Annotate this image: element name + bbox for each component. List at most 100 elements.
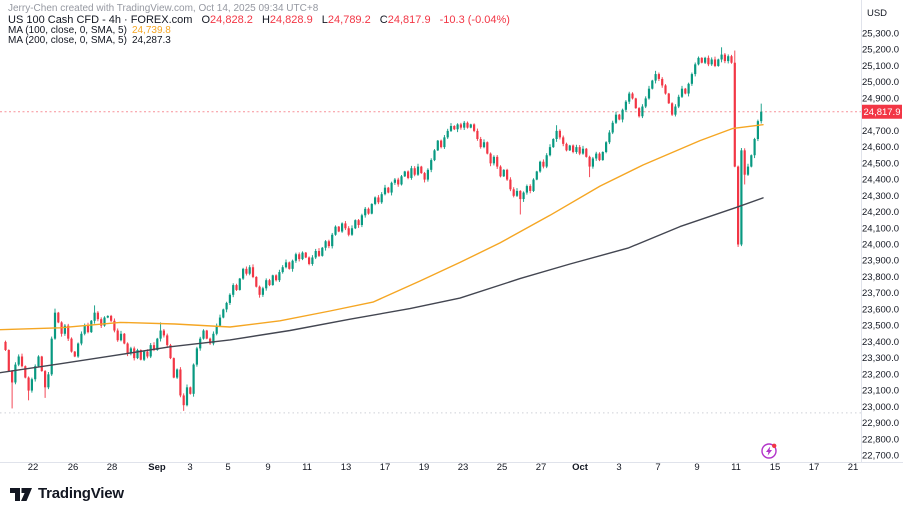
candle (506, 168, 509, 181)
candle-body (638, 108, 641, 117)
candle (552, 138, 555, 148)
lightning-icon (766, 446, 772, 456)
time-tick-label: 22 (28, 462, 39, 473)
candle-body (750, 155, 753, 167)
candle (717, 58, 720, 67)
candle (357, 218, 360, 228)
tradingview-logo-icon (10, 488, 32, 501)
ma200-legend[interactable]: MA (200, close, 0, SMA, 5) 24,287.3 (8, 35, 171, 46)
candle-body (502, 169, 505, 177)
candle (44, 370, 47, 398)
time-tick-label: 17 (809, 462, 820, 473)
candle-body (245, 268, 248, 274)
candle-body (67, 325, 70, 339)
candle (284, 259, 288, 269)
candle-body (93, 312, 96, 321)
price-tick-label: 24,500.0 (862, 158, 899, 169)
candle-body (106, 315, 109, 318)
last-price-badge-bg (862, 104, 902, 119)
candle-body (113, 320, 116, 331)
candle (581, 145, 585, 155)
candle (162, 328, 165, 338)
candle (413, 166, 416, 177)
ma100-legend[interactable]: MA (100, close, 0, SMA, 5) 24,739.8 (8, 25, 171, 36)
time-tick-label: 9 (265, 462, 270, 473)
candle (393, 178, 396, 185)
candle (677, 94, 680, 109)
candle-body (506, 169, 509, 180)
candle-body (103, 317, 106, 326)
candle-body (539, 161, 542, 172)
candle-body (760, 111, 763, 122)
candle-body (73, 351, 76, 357)
price-axis[interactable]: USD 25,300.0 25,200.0 25,100.0 25,000.0 24,90… (862, 8, 902, 462)
candle (638, 107, 641, 118)
candle-body (50, 338, 53, 375)
candle-body (238, 278, 241, 290)
candle-body (499, 166, 502, 177)
ohlc-high: H24,828.9 (261, 14, 313, 26)
time-axis[interactable]: 22 26 28 Sep 3 5 9 11 13 17 19 23 25 27 Oct 3 7 9 11 15 17 21 (28, 462, 859, 473)
price-tick-label: 22,700.0 (862, 451, 899, 462)
time-tick-label: Oct (572, 462, 589, 473)
candle-body (595, 153, 598, 159)
candle-body (700, 57, 703, 63)
candle-body (746, 166, 750, 175)
candle (377, 195, 380, 205)
candle-body (143, 351, 146, 360)
ma100-line[interactable] (0, 123, 764, 331)
candle-body (133, 348, 136, 359)
tradingview-logo[interactable]: TradingView (10, 485, 124, 502)
candle-body (209, 338, 212, 344)
candle (578, 145, 581, 156)
time-tick-label: 28 (107, 462, 118, 473)
price-tick-label: 24,900.0 (862, 93, 899, 104)
candle (245, 266, 248, 276)
candle-body (357, 220, 360, 226)
candle (331, 232, 334, 249)
candle (4, 340, 7, 352)
candle (621, 108, 624, 123)
candle-body (14, 364, 17, 383)
candle-body (202, 330, 205, 339)
candle (172, 357, 175, 379)
candle (364, 206, 367, 218)
candle (469, 123, 472, 129)
candle (651, 79, 654, 90)
candle-body (308, 257, 311, 264)
candle (248, 265, 251, 276)
candle-body (24, 366, 27, 378)
candle (275, 274, 278, 282)
countdown-icon[interactable] (761, 443, 777, 459)
candle (535, 170, 538, 181)
candle (53, 308, 57, 340)
candle (707, 55, 710, 67)
candle-body (235, 285, 238, 290)
alert-dot (772, 443, 777, 448)
candle-body (433, 150, 436, 161)
candle (479, 136, 482, 149)
symbol-legend[interactable]: US 100 Cash CFD -4h · FOREX.com O24,828.2 H… (8, 14, 510, 26)
candle (657, 72, 660, 82)
candle-body (347, 228, 350, 235)
candle (80, 331, 83, 346)
ma200-line[interactable] (0, 197, 764, 374)
candle (301, 251, 304, 261)
candle (430, 158, 433, 173)
candle-body (377, 197, 380, 203)
candle-body (657, 74, 660, 79)
candle-body (459, 124, 462, 128)
candle (390, 181, 393, 196)
candle (215, 323, 218, 336)
candle-body (265, 280, 268, 289)
candle (489, 152, 492, 167)
candle-body (737, 166, 740, 245)
candle-body (591, 158, 594, 167)
candle-body (360, 215, 363, 226)
candle-body (166, 335, 169, 346)
candle (63, 324, 66, 336)
candle-body (667, 93, 670, 104)
candle (110, 314, 113, 323)
candle (119, 330, 123, 342)
